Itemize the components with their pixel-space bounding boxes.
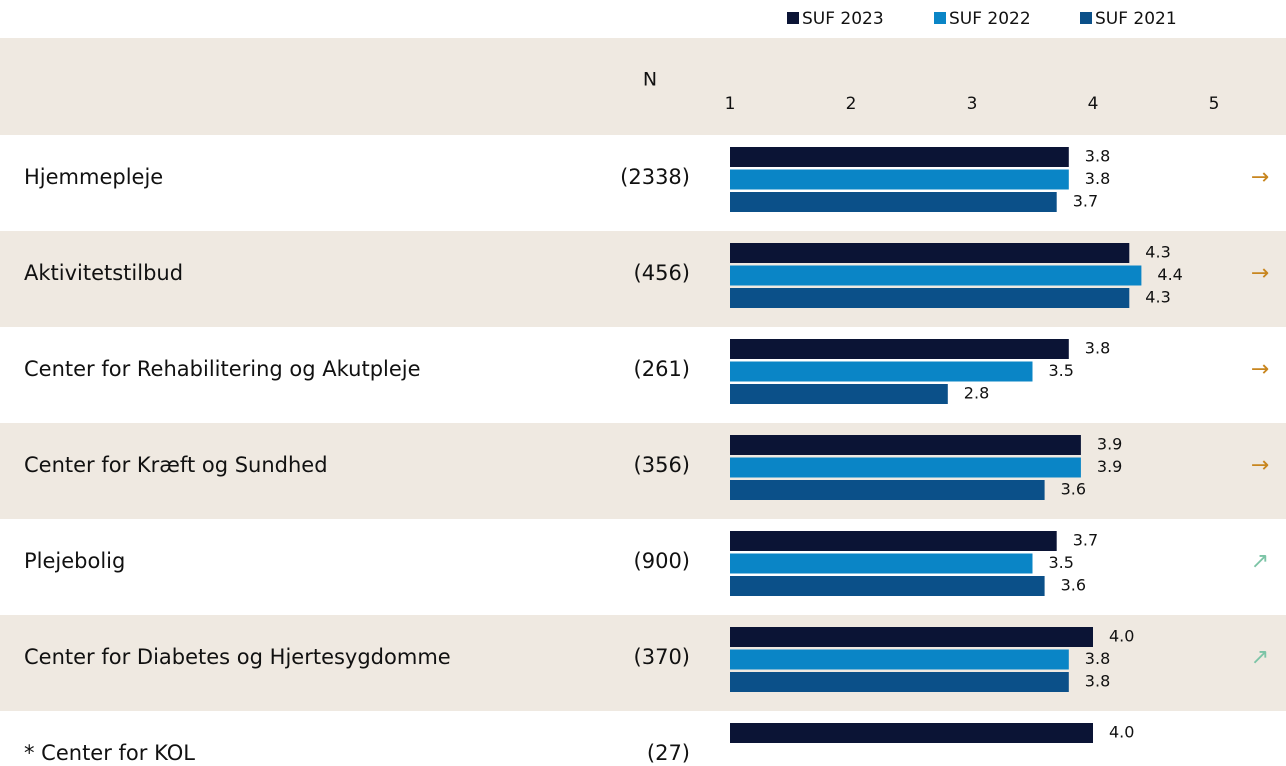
legend-swatch (1080, 12, 1092, 24)
value-label: 4.3 (1145, 243, 1170, 262)
bar (730, 480, 1045, 500)
n-label: (27) (647, 741, 690, 765)
n-label: (261) (634, 357, 690, 381)
row-label: Center for Rehabilitering og Akutpleje (24, 357, 421, 381)
trend-arrow: → (1251, 357, 1269, 382)
bar (730, 649, 1069, 670)
row-label: Plejebolig (24, 549, 125, 573)
legend-swatch (934, 12, 946, 24)
bar (730, 531, 1057, 551)
bar (730, 576, 1045, 596)
value-label: 3.7 (1073, 531, 1098, 550)
value-label: 3.9 (1097, 457, 1122, 476)
legend-label: SUF 2022 (949, 9, 1031, 29)
bar (730, 192, 1057, 212)
bar (730, 288, 1130, 308)
value-label: 3.5 (1049, 553, 1074, 572)
value-label: 2.8 (964, 384, 989, 403)
trend-arrow: ↗ (1251, 549, 1269, 574)
bar (730, 553, 1033, 574)
bar (730, 672, 1069, 692)
value-label: 4.3 (1145, 288, 1170, 307)
x-tick-label: 2 (846, 94, 857, 114)
row-label: * Center for KOL (24, 741, 195, 765)
row-label: Hjemmepleje (24, 165, 163, 189)
bar (730, 435, 1081, 455)
x-tick-label: 5 (1209, 94, 1220, 114)
bar (730, 169, 1069, 190)
bar (730, 147, 1069, 167)
trend-arrow: → (1251, 165, 1269, 190)
bar (730, 723, 1093, 743)
row-label: Center for Kræft og Sundhed (24, 453, 328, 477)
bar (730, 457, 1081, 478)
value-label: 3.8 (1085, 147, 1110, 166)
x-tick-label: 1 (725, 94, 736, 114)
value-label: 3.5 (1049, 361, 1074, 380)
value-label: 3.6 (1061, 480, 1086, 499)
bar (730, 627, 1093, 647)
bar (730, 361, 1033, 382)
header-band (0, 38, 1286, 135)
value-label: 3.8 (1085, 672, 1110, 691)
x-tick-label: 3 (967, 94, 978, 114)
value-label: 4.0 (1109, 723, 1134, 742)
n-label: (900) (634, 549, 690, 573)
n-label: (356) (634, 453, 690, 477)
n-label: (456) (634, 261, 690, 285)
bar (730, 384, 948, 404)
bar (730, 265, 1142, 286)
legend-label: SUF 2023 (802, 9, 884, 29)
trend-arrow: → (1251, 261, 1269, 286)
value-label: 3.8 (1085, 649, 1110, 668)
value-label: 3.8 (1085, 339, 1110, 358)
value-label: 3.9 (1097, 435, 1122, 454)
bar (730, 339, 1069, 359)
value-label: 4.0 (1109, 627, 1134, 646)
trend-arrow: → (1251, 453, 1269, 478)
bar (730, 243, 1130, 263)
legend-label: SUF 2021 (1095, 9, 1177, 29)
n-label: (2338) (620, 165, 690, 189)
x-tick-label: 4 (1088, 94, 1099, 114)
value-label: 3.7 (1073, 192, 1098, 211)
value-label: 3.6 (1061, 576, 1086, 595)
n-label: (370) (634, 645, 690, 669)
n-header: N (643, 69, 657, 91)
value-label: 3.8 (1085, 169, 1110, 188)
value-label: 4.4 (1157, 265, 1182, 284)
trend-arrow: ↗ (1251, 645, 1269, 670)
row-label: Center for Diabetes og Hjertesygdomme (24, 645, 451, 669)
legend-swatch (787, 12, 799, 24)
row-label: Aktivitetstilbud (24, 261, 183, 285)
